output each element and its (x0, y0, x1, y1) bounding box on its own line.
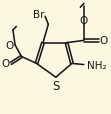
Text: O: O (80, 16, 88, 25)
Text: O: O (100, 36, 108, 46)
Text: O: O (6, 41, 14, 51)
Text: Br: Br (33, 10, 44, 20)
Text: NH₂: NH₂ (87, 60, 107, 70)
Text: S: S (52, 79, 59, 92)
Text: O: O (1, 59, 10, 69)
